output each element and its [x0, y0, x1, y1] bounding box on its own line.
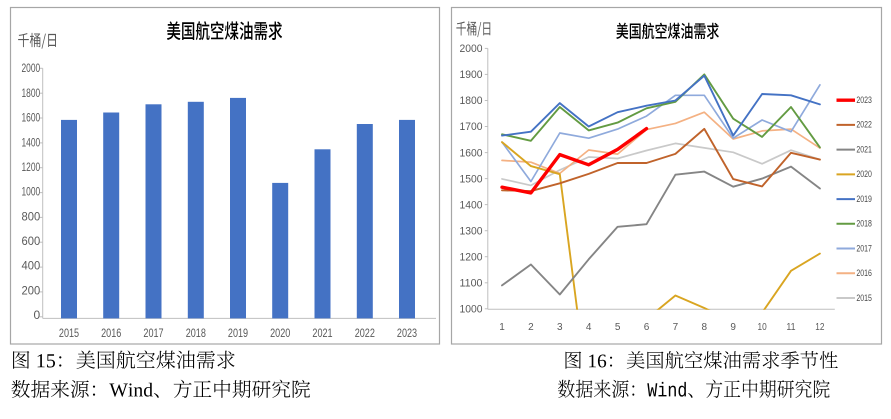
svg-text:1400: 1400	[22, 135, 41, 149]
svg-text:1600: 1600	[460, 147, 483, 159]
svg-text:1200: 1200	[22, 160, 41, 174]
svg-text:2020: 2020	[856, 169, 872, 180]
svg-text:7: 7	[673, 322, 679, 333]
svg-text:2018: 2018	[186, 326, 206, 340]
svg-text:1700: 1700	[460, 121, 483, 133]
svg-text:1900: 1900	[460, 69, 483, 81]
svg-text:2018: 2018	[856, 219, 872, 230]
svg-text:2022: 2022	[355, 326, 375, 340]
svg-text:800: 800	[22, 209, 41, 223]
svg-text:2000: 2000	[22, 61, 41, 75]
svg-text:8: 8	[702, 322, 708, 333]
svg-text:1600: 1600	[22, 111, 41, 125]
svg-text:400: 400	[22, 259, 41, 273]
svg-text:200: 200	[22, 283, 41, 297]
svg-text:1200: 1200	[460, 251, 483, 263]
svg-text:4: 4	[586, 322, 592, 333]
svg-text:2016: 2016	[856, 268, 872, 279]
svg-text:2016: 2016	[101, 326, 121, 340]
svg-text:2023: 2023	[397, 326, 417, 340]
svg-text:0: 0	[34, 308, 41, 322]
svg-text:1000: 1000	[22, 185, 41, 199]
svg-text:2: 2	[528, 322, 534, 333]
svg-text:1000: 1000	[460, 304, 483, 316]
svg-text:12: 12	[815, 322, 825, 333]
svg-text:2000: 2000	[460, 43, 483, 55]
svg-text:2017: 2017	[143, 326, 163, 340]
svg-text:1300: 1300	[460, 225, 483, 237]
svg-text:2020: 2020	[270, 326, 290, 340]
svg-text:1100: 1100	[460, 278, 483, 290]
svg-text:5: 5	[615, 322, 621, 333]
svg-text:2021: 2021	[312, 326, 332, 340]
svg-text:1500: 1500	[460, 173, 483, 185]
svg-text:1800: 1800	[22, 86, 41, 100]
svg-text:2022: 2022	[856, 120, 872, 131]
svg-text:600: 600	[22, 234, 41, 248]
svg-text:3: 3	[557, 322, 563, 333]
svg-text:1400: 1400	[460, 199, 483, 211]
svg-text:6: 6	[644, 322, 650, 333]
svg-text:10: 10	[758, 322, 768, 333]
svg-text:1: 1	[499, 322, 505, 333]
svg-text:2017: 2017	[856, 243, 872, 254]
svg-text:2019: 2019	[856, 194, 872, 205]
svg-text:9: 9	[730, 322, 736, 333]
svg-text:2023: 2023	[856, 95, 872, 106]
svg-text:2021: 2021	[856, 144, 872, 155]
svg-text:1800: 1800	[460, 95, 483, 107]
svg-text:11: 11	[786, 322, 796, 333]
svg-text:2015: 2015	[856, 293, 872, 304]
svg-text:2015: 2015	[59, 326, 79, 340]
svg-text:2019: 2019	[228, 326, 248, 340]
